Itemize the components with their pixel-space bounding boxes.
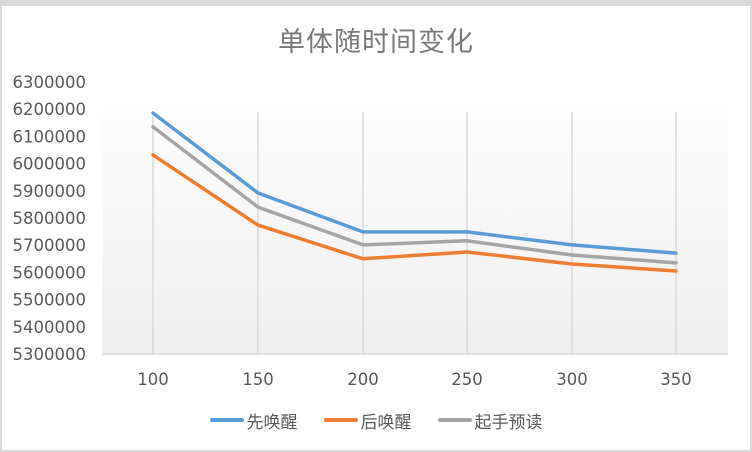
plot-area: 5300000 5400000 5500000 5600000 5700000 58000… — [13, 73, 728, 389]
y-tick-label: 5400000 — [13, 318, 87, 337]
series-line-2 — [151, 125, 678, 265]
y-tick-label: 5800000 — [13, 209, 87, 228]
y-tick-label: 6300000 — [13, 73, 87, 92]
x-tick-label: 300 — [556, 370, 588, 389]
legend-label: 起手预读 — [474, 412, 543, 433]
series-line-0 — [151, 111, 678, 255]
y-axis-ticks: 5300000 5400000 5500000 5600000 5700000 58000… — [13, 73, 87, 364]
legend-label: 先唤醒 — [246, 412, 298, 433]
y-tick-label: 6000000 — [13, 155, 87, 174]
x-tick-label: 200 — [347, 370, 379, 389]
y-tick-label: 5700000 — [13, 236, 87, 255]
x-tick-label: 250 — [451, 370, 483, 389]
legend-item: 后唤醒 — [323, 408, 412, 433]
plot-background — [102, 82, 728, 354]
x-tick-label: 150 — [242, 370, 274, 389]
y-tick-label: 6100000 — [13, 127, 87, 146]
series-lines — [151, 111, 678, 273]
legend: 先唤醒 后唤醒 起手预读 — [2, 408, 750, 433]
series-line-1 — [151, 153, 678, 273]
y-tick-label: 5500000 — [13, 291, 87, 310]
chart-area: 单体随时间变化 5300000 5400000 5500000 5600000 5700… — [2, 6, 750, 450]
y-tick-label: 5900000 — [13, 182, 87, 201]
y-tick-label: 5300000 — [13, 345, 87, 364]
y-tick-label: 6200000 — [13, 100, 87, 119]
chart-title: 单体随时间变化 — [278, 27, 474, 58]
legend-swatch — [437, 418, 472, 422]
legend-swatch — [323, 418, 358, 422]
legend-swatch — [209, 418, 244, 422]
y-tick-label: 5600000 — [13, 263, 87, 282]
legend-item: 先唤醒 — [209, 408, 298, 433]
x-tick-label: 350 — [660, 370, 692, 389]
x-tick-label: 100 — [137, 370, 169, 389]
legend-item: 起手预读 — [437, 408, 543, 433]
x-axis-ticks: 100 150 200 250 300 350 — [137, 370, 692, 389]
legend-label: 后唤醒 — [360, 412, 412, 433]
